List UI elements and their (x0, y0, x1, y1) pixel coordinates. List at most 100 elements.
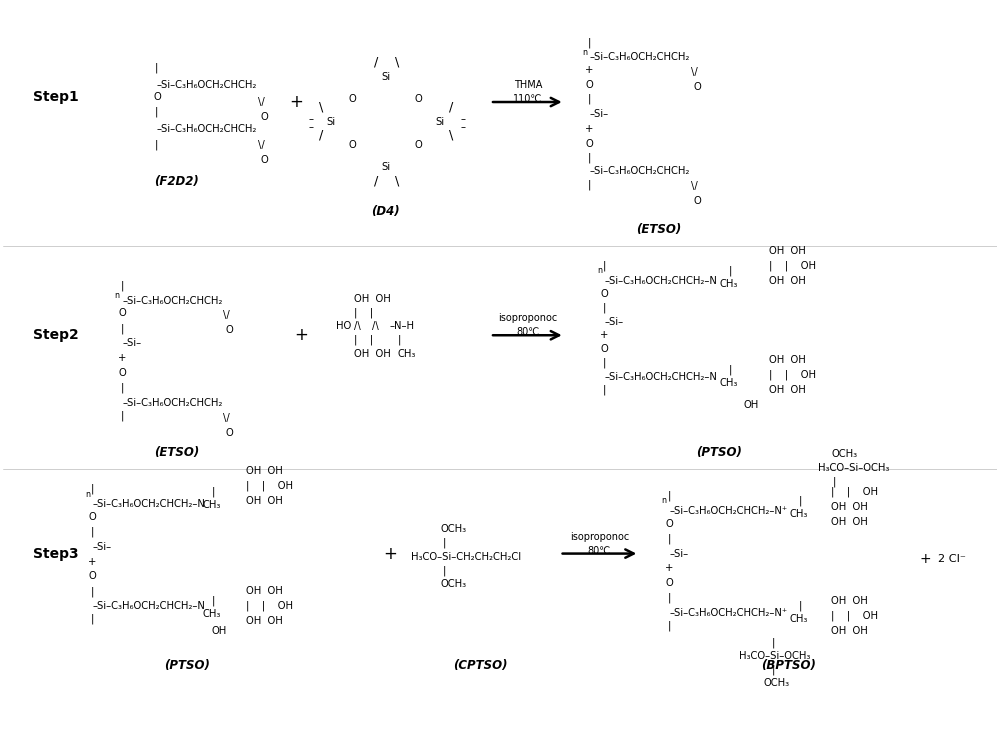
Text: (ETSO): (ETSO) (154, 446, 199, 459)
Text: OH  OH: OH OH (354, 349, 391, 359)
Text: O: O (88, 512, 96, 522)
Text: –Si–: –Si– (604, 317, 624, 327)
Text: +: + (88, 556, 96, 567)
Text: CH₃: CH₃ (398, 349, 416, 359)
Text: +: + (600, 330, 609, 341)
Text: /: / (319, 128, 323, 141)
Text: +: + (585, 65, 594, 76)
Text: O: O (349, 94, 357, 104)
Text: –: – (309, 122, 314, 132)
Text: H₃CO–Si–OCH₃: H₃CO–Si–OCH₃ (739, 651, 810, 661)
Text: OCH₃: OCH₃ (440, 524, 466, 534)
Text: O: O (665, 578, 673, 589)
Text: +: + (665, 564, 673, 573)
Text: |: | (212, 596, 215, 606)
Text: CH₃: CH₃ (720, 378, 738, 388)
Text: OH  OH: OH OH (769, 385, 805, 395)
Text: |    |: | | (354, 307, 373, 318)
Text: O: O (88, 571, 96, 581)
Text: |    |    OH: | | OH (831, 487, 878, 498)
Text: Step1: Step1 (33, 90, 78, 104)
Text: +: + (289, 93, 303, 111)
Text: |: | (398, 335, 401, 346)
Text: OCH₃: OCH₃ (440, 579, 466, 589)
Text: Step2: Step2 (33, 328, 78, 342)
Text: OH  OH: OH OH (831, 596, 868, 606)
Text: |    |    OH: | | OH (246, 481, 293, 491)
Text: |    |    OH: | | OH (769, 261, 816, 271)
Text: |    |    OH: | | OH (831, 611, 878, 622)
Text: CH₃: CH₃ (202, 609, 221, 619)
Text: |: | (729, 365, 732, 375)
Text: –: – (309, 114, 314, 124)
Text: OH  OH: OH OH (354, 294, 391, 304)
Text: |: | (155, 106, 159, 117)
Text: (PTSO): (PTSO) (696, 446, 742, 459)
Text: |: | (772, 664, 775, 675)
Text: O: O (118, 308, 126, 319)
Text: |: | (91, 614, 94, 625)
Text: O: O (349, 139, 357, 150)
Text: \/: \/ (258, 139, 265, 150)
Text: OH  OH: OH OH (831, 626, 868, 636)
Text: O: O (153, 92, 161, 102)
Text: |: | (798, 495, 802, 506)
Text: –N–H: –N–H (390, 321, 415, 331)
Text: n: n (582, 48, 587, 57)
Text: –Si–C₃H₆OCH₂CHCH₂: –Si–C₃H₆OCH₂CHCH₂ (157, 124, 257, 134)
Text: \: \ (449, 128, 453, 141)
Text: |: | (155, 62, 159, 73)
Text: |: | (120, 382, 124, 393)
Text: CH₃: CH₃ (720, 279, 738, 288)
Text: 80℃: 80℃ (588, 545, 611, 556)
Text: O: O (665, 519, 673, 528)
Text: OH  OH: OH OH (246, 496, 283, 506)
Text: isoproponoc: isoproponoc (570, 531, 629, 542)
Text: |: | (588, 153, 591, 163)
Text: –Si–C₃H₆OCH₂CHCH₂–N: –Si–C₃H₆OCH₂CHCH₂–N (92, 499, 205, 509)
Text: O: O (260, 155, 268, 164)
Text: |: | (667, 621, 671, 631)
Text: O: O (586, 139, 593, 149)
Text: |    |    OH: | | OH (769, 370, 816, 380)
Text: n: n (662, 496, 667, 506)
Text: \: \ (395, 175, 400, 188)
Text: |: | (729, 266, 732, 276)
Text: 80℃: 80℃ (516, 327, 539, 337)
Text: /: / (449, 101, 453, 114)
Text: \: \ (319, 101, 323, 114)
Text: (F2D2): (F2D2) (154, 175, 199, 188)
Text: –Si–C₃H₆OCH₂CHCH₂–N: –Si–C₃H₆OCH₂CHCH₂–N (604, 276, 717, 286)
Text: |: | (155, 139, 159, 150)
Text: +: + (294, 326, 308, 344)
Text: OH  OH: OH OH (769, 355, 805, 365)
Text: CH₃: CH₃ (202, 500, 221, 510)
Text: –Si–C₃H₆OCH₂CHCH₂–N: –Si–C₃H₆OCH₂CHCH₂–N (92, 601, 205, 611)
Text: (CPTSO): (CPTSO) (453, 659, 507, 672)
Text: OH: OH (212, 626, 227, 636)
Text: O: O (415, 94, 422, 104)
Text: |: | (91, 484, 94, 494)
Text: O: O (693, 196, 701, 206)
Text: \/: \/ (258, 97, 265, 107)
Text: 110℃: 110℃ (513, 94, 543, 104)
Text: HO: HO (336, 321, 351, 331)
Text: –Si–C₃H₆OCH₂CHCH₂: –Si–C₃H₆OCH₂CHCH₂ (122, 296, 222, 305)
Text: CH₃: CH₃ (789, 614, 808, 624)
Text: Si: Si (381, 161, 390, 172)
Text: +: + (920, 551, 931, 565)
Text: n: n (85, 490, 90, 498)
Text: O: O (118, 368, 126, 378)
Text: THMA: THMA (514, 80, 542, 90)
Text: |: | (667, 593, 671, 603)
Text: |: | (603, 261, 606, 271)
Text: |: | (667, 534, 671, 544)
Text: –Si–: –Si– (590, 109, 609, 119)
Text: –Si–C₃H₆OCH₂CHCH₂: –Si–C₃H₆OCH₂CHCH₂ (590, 167, 690, 176)
Text: |: | (442, 537, 446, 548)
Text: |: | (212, 487, 215, 498)
Text: (ETSO): (ETSO) (636, 222, 682, 236)
Text: –Si–C₃H₆OCH₂CHCH₂–N: –Si–C₃H₆OCH₂CHCH₂–N (604, 372, 717, 382)
Text: –Si–C₃H₆OCH₂CHCH₂–N⁺: –Si–C₃H₆OCH₂CHCH₂–N⁺ (669, 506, 787, 516)
Text: |: | (772, 638, 775, 648)
